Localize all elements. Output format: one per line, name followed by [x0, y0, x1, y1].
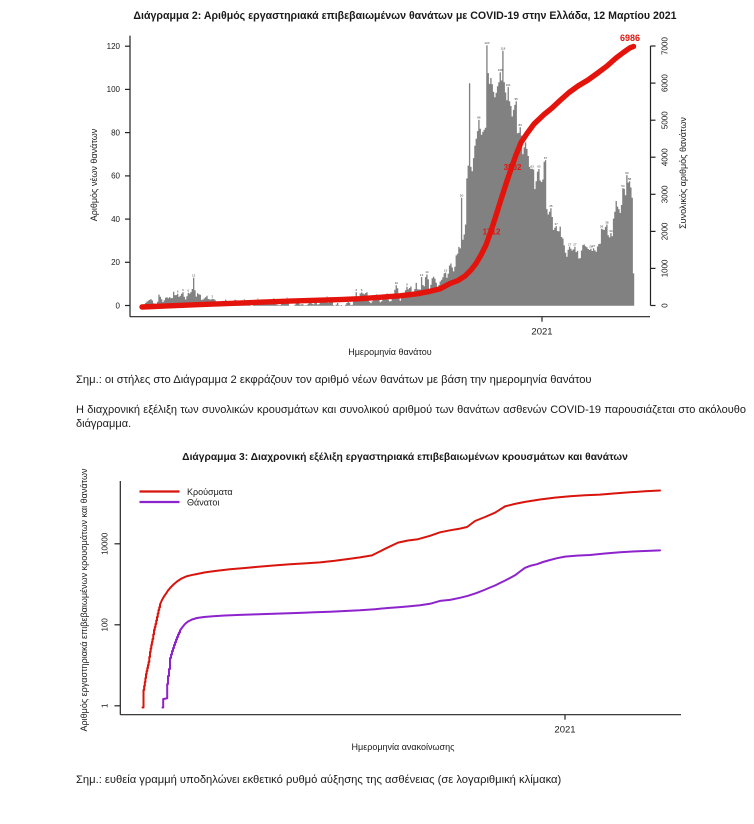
- svg-text:2021: 2021: [531, 327, 552, 338]
- svg-text:80: 80: [111, 128, 120, 137]
- svg-text:2: 2: [286, 296, 288, 300]
- svg-text:6: 6: [182, 288, 184, 292]
- svg-text:108: 108: [498, 68, 503, 72]
- svg-text:1: 1: [101, 703, 110, 708]
- svg-text:0: 0: [116, 301, 121, 310]
- svg-text:6: 6: [177, 290, 179, 294]
- svg-text:4000: 4000: [661, 148, 670, 166]
- svg-text:54: 54: [621, 184, 625, 188]
- svg-text:15: 15: [444, 268, 448, 272]
- svg-text:120: 120: [484, 41, 489, 45]
- svg-text:45: 45: [549, 204, 553, 208]
- svg-text:Αριθμός νέων θανάτων: Αριθμός νέων θανάτων: [89, 128, 99, 221]
- svg-text:Κρούσματα: Κρούσματα: [187, 487, 233, 497]
- svg-text:3502: 3502: [504, 163, 522, 172]
- svg-text:3: 3: [211, 295, 213, 299]
- svg-text:63: 63: [531, 165, 535, 169]
- svg-text:1712: 1712: [483, 228, 501, 237]
- svg-text:1000: 1000: [661, 259, 670, 277]
- svg-text:4: 4: [386, 292, 388, 296]
- svg-text:37: 37: [555, 222, 559, 226]
- svg-text:20: 20: [111, 258, 120, 267]
- svg-text:118: 118: [501, 47, 506, 51]
- svg-text:100: 100: [107, 85, 121, 94]
- svg-text:120: 120: [107, 42, 121, 51]
- svg-text:58: 58: [628, 177, 632, 181]
- svg-text:Συνολικός αριθμός θανάτων: Συνολικός αριθμός θανάτων: [678, 117, 688, 229]
- svg-text:63: 63: [537, 165, 541, 169]
- svg-text:101: 101: [506, 83, 511, 87]
- svg-text:14: 14: [425, 270, 429, 274]
- svg-text:34: 34: [609, 229, 613, 233]
- svg-text:10: 10: [395, 281, 399, 285]
- svg-text:6000: 6000: [661, 74, 670, 92]
- svg-text:83: 83: [519, 123, 523, 127]
- svg-text:Θάνατοι: Θάνατοι: [187, 497, 219, 507]
- svg-text:67: 67: [544, 156, 548, 160]
- svg-text:60: 60: [625, 171, 629, 175]
- svg-text:100: 100: [101, 618, 110, 632]
- svg-text:3000: 3000: [661, 185, 670, 203]
- svg-text:Ημερομηνία ανακοίνωσης: Ημερομηνία ανακοίνωσης: [352, 742, 456, 752]
- svg-text:13: 13: [192, 273, 196, 277]
- svg-text:38: 38: [605, 220, 609, 224]
- svg-text:4: 4: [375, 293, 377, 297]
- svg-text:36: 36: [600, 225, 604, 229]
- svg-text:50: 50: [460, 193, 464, 197]
- svg-text:9: 9: [406, 283, 408, 287]
- svg-text:2000: 2000: [661, 222, 670, 240]
- svg-text:5000: 5000: [661, 111, 670, 129]
- svg-text:7000: 7000: [661, 37, 670, 55]
- svg-text:2021: 2021: [554, 725, 575, 736]
- svg-text:6: 6: [355, 288, 357, 292]
- svg-text:13: 13: [420, 273, 424, 277]
- svg-text:26: 26: [589, 244, 593, 248]
- svg-text:Ημερομηνία θανάτου: Ημερομηνία θανάτου: [348, 347, 432, 357]
- svg-text:60: 60: [111, 172, 120, 181]
- svg-text:6: 6: [361, 288, 363, 292]
- svg-text:27: 27: [573, 242, 577, 246]
- svg-text:27: 27: [592, 244, 596, 248]
- svg-text:95: 95: [515, 97, 519, 101]
- svg-text:6986: 6986: [620, 33, 640, 43]
- svg-text:40: 40: [111, 215, 120, 224]
- svg-text:Αριθμός εργαστηριακά επιβεβαιω: Αριθμός εργαστηριακά επιβεβαιωμένων κρου…: [79, 468, 89, 731]
- svg-text:10000: 10000: [101, 532, 110, 555]
- svg-text:27: 27: [568, 242, 572, 246]
- svg-text:6: 6: [187, 288, 189, 292]
- svg-text:0: 0: [661, 303, 670, 308]
- svg-text:86: 86: [477, 116, 481, 120]
